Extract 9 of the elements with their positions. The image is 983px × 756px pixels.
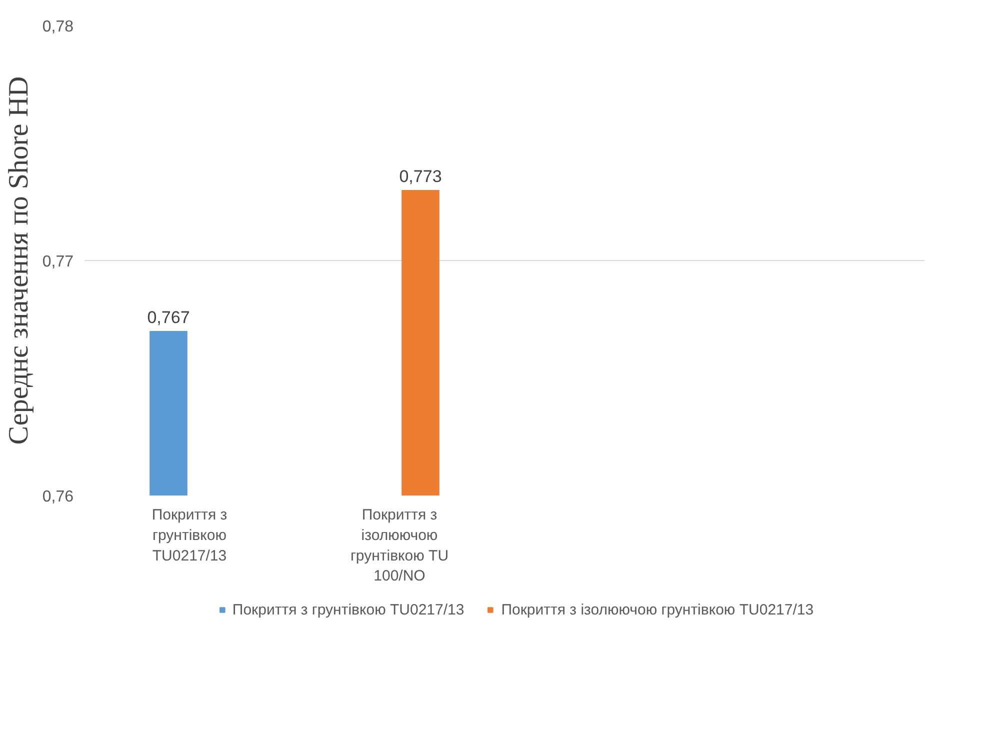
- data-label: 0,767: [147, 308, 190, 327]
- y-axis-title: Середнє значення по Shore HD: [3, 76, 34, 445]
- legend-label: Покриття з ізолюючою грунтівкою TU0217/13: [501, 601, 814, 618]
- y-tick-label: 0,77: [42, 254, 74, 270]
- y-tick-label: 0,78: [42, 18, 74, 36]
- legend-label: Покриття з грунтівкою TU0217/13: [232, 601, 464, 618]
- data-label: 0,773: [399, 167, 442, 186]
- x-tick-label: Покриття з ізолюючою грунтівкою TU 100/NO: [350, 506, 449, 585]
- y-tick-label: 0,76: [42, 488, 74, 506]
